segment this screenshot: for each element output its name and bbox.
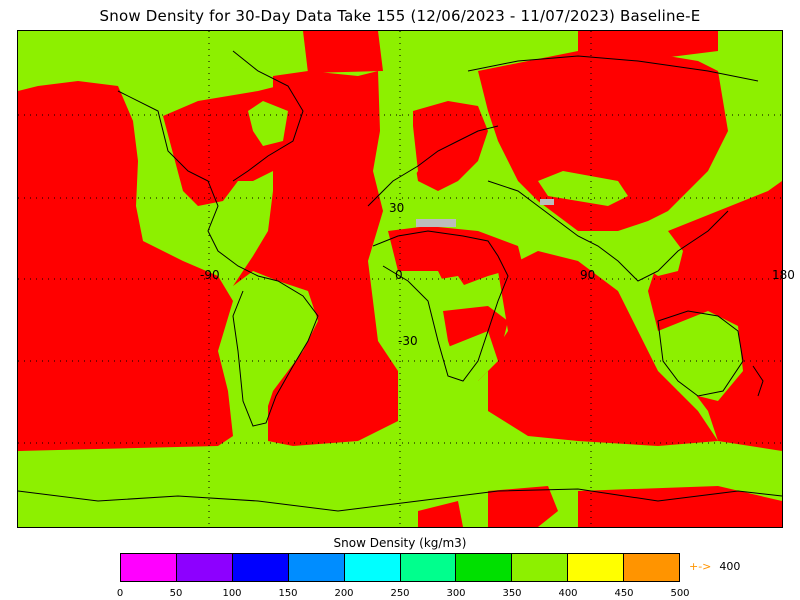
map-canvas [18, 31, 782, 527]
colorbar-tick-label: 50 [169, 588, 183, 599]
colorbar-segment [176, 554, 233, 581]
colorbar-tick-label: 200 [334, 588, 354, 599]
colorbar-segment [121, 554, 177, 581]
high-density-regions [18, 31, 782, 527]
colorbar-tick-label: 450 [614, 588, 634, 599]
colorbar-tick-label: 150 [278, 588, 298, 599]
colorbar-segment [232, 554, 289, 581]
colorbar-title: Snow Density (kg/m3) [333, 536, 467, 550]
colorbar-segment [456, 554, 513, 581]
colorbar-segment [512, 554, 569, 581]
low-density-patches [78, 31, 743, 426]
colorbar-tick-label: 0 [116, 588, 124, 599]
lon-label-neg90: -90 [200, 268, 220, 282]
colorbar-tick-label: 500 [670, 588, 690, 599]
colorbar-tick-label: 100 [222, 588, 242, 599]
snow-density-map [17, 30, 783, 528]
colorbar-overflow: +-> 400 [689, 560, 740, 573]
colorbar-segment [624, 554, 680, 581]
lat-label-30: 30 [389, 201, 405, 215]
overflow-value: 400 [719, 560, 741, 573]
colorbar-tick-label: 350 [502, 588, 522, 599]
colorbar-segment [344, 554, 401, 581]
colorbar-segment [400, 554, 457, 581]
lat-lon-grid [18, 31, 782, 527]
colorbar-tick-label: 250 [390, 588, 410, 599]
colorbar [120, 553, 680, 582]
coastlines [18, 50, 782, 512]
no-data-patch [540, 199, 554, 205]
colorbar-segment [568, 554, 625, 581]
overflow-arrow-icon: +-> [689, 560, 712, 573]
colorbar-tick-label: 400 [558, 588, 578, 599]
map-title: Snow Density for 30-Day Data Take 155 (1… [99, 7, 701, 25]
lon-label-180: 180 [772, 268, 795, 282]
lat-label-0: 0 [395, 268, 403, 282]
colorbar-tick-label: 300 [446, 588, 466, 599]
lon-label-90: 90 [580, 268, 596, 282]
lat-label-neg30: -30 [398, 334, 418, 348]
no-data-strip [416, 219, 456, 227]
colorbar-segment [288, 554, 345, 581]
